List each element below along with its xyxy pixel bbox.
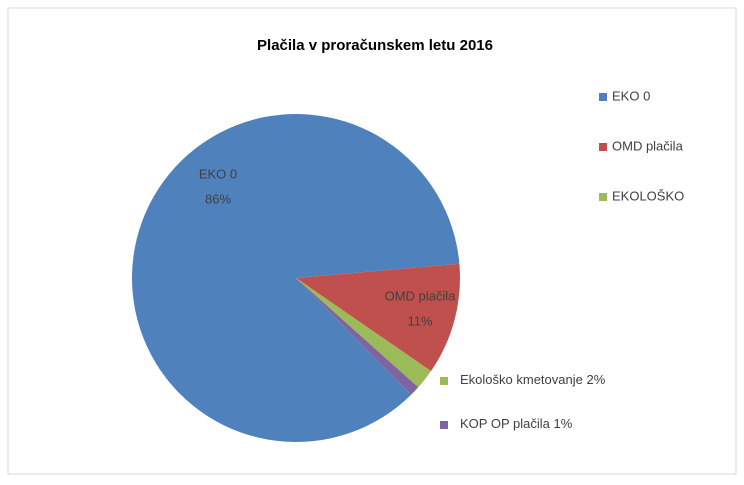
pie-slice [296,278,431,388]
pie-slice [296,263,460,372]
slice-value-label: 11% [407,313,432,328]
legend-label: OMD plačila [612,138,684,153]
slice-value-label: 2% [586,372,605,387]
legend-label: EKO 0 [612,88,650,103]
slice-label-name: KOP OP plačila [460,416,551,431]
slice-value-label: 86% [205,191,231,206]
pie-slice [296,278,419,395]
slice-label: EKO 0 [199,166,237,181]
slice-label-name: Ekološko kmetovanje [460,372,583,387]
label-marker [440,421,448,429]
chart-title: Plačila v proračunskem letu 2016 [257,37,493,54]
slice-label: KOP OP plačila 1% [460,416,573,431]
legend-label: EKOLOŠKO [612,188,684,203]
legend-marker [599,93,607,101]
pie-slice [131,113,460,442]
legend-marker [599,143,607,151]
slice-label: OMD plačila [385,288,457,303]
label-marker [440,377,448,385]
slice-label: Ekološko kmetovanje 2% [460,372,606,387]
slice-value-label: 1% [553,416,572,431]
legend-marker [599,193,607,201]
